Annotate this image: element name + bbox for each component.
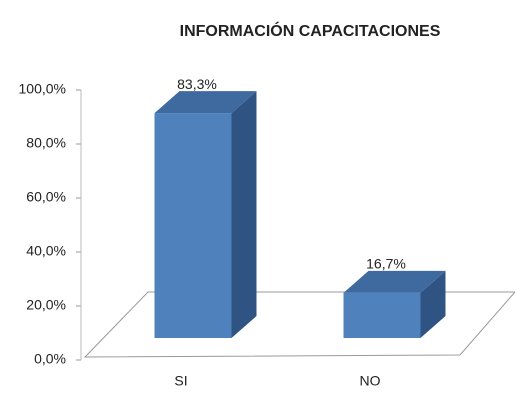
x-tick-label: SI xyxy=(174,373,187,389)
chart-title: INFORMACIÓN CAPACITACIONES xyxy=(180,21,441,40)
y-tick-label: 0,0% xyxy=(34,351,66,367)
value-label: 83,3% xyxy=(177,76,217,92)
x-tick-label: NO xyxy=(360,373,381,389)
bar xyxy=(154,113,232,338)
y-tick-label: 60,0% xyxy=(26,189,66,205)
y-tick-label: 80,0% xyxy=(26,135,66,151)
bar-side xyxy=(231,91,257,338)
bar-top xyxy=(343,270,446,293)
floor xyxy=(83,291,515,358)
y-tick-label: 20,0% xyxy=(26,297,66,313)
bar-side xyxy=(420,270,446,338)
y-tick-label: 100,0% xyxy=(19,81,66,97)
y-tick-label: 40,0% xyxy=(26,243,66,259)
bar xyxy=(343,292,421,338)
value-label: 16,7% xyxy=(366,256,406,272)
bar-top xyxy=(154,91,257,114)
